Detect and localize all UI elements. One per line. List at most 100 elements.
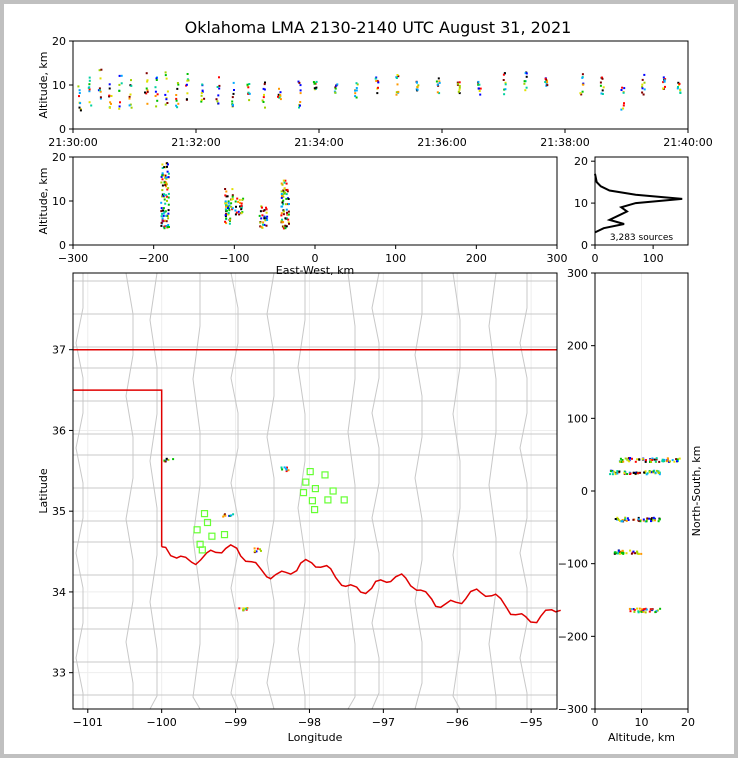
source-point — [166, 225, 169, 228]
source-point — [675, 458, 678, 461]
lma-station-marker — [311, 506, 319, 514]
source-point — [164, 93, 167, 96]
source-point — [263, 223, 266, 226]
figure: Oklahoma LMA 2130-2140 UTC August 31, 20… — [4, 4, 734, 754]
source-point — [225, 190, 228, 193]
source-point — [175, 104, 178, 107]
source-point — [478, 83, 481, 86]
source-point — [155, 79, 158, 81]
source-point — [224, 188, 227, 190]
source-point — [661, 460, 664, 463]
east-west-altitude-panel: −300 −200 −100 0 100 200 300 0 10 20 East-West, km… — [37, 151, 568, 277]
source-point — [645, 520, 648, 523]
source-point — [650, 471, 653, 474]
source-point — [167, 212, 170, 215]
source-point — [165, 225, 168, 227]
source-point — [334, 91, 337, 94]
source-point — [624, 457, 627, 460]
source-point — [167, 187, 170, 190]
source-point — [283, 466, 286, 469]
source-point — [625, 552, 628, 555]
source-point — [165, 457, 168, 460]
source-point — [288, 203, 290, 205]
source-point — [671, 459, 674, 462]
source-point — [156, 93, 159, 96]
x-tick-label: 10 — [635, 716, 649, 729]
x-axis-label: East-West, km — [276, 264, 354, 277]
source-point — [599, 84, 602, 87]
source-point — [263, 83, 266, 86]
source-point — [165, 182, 168, 185]
source-point — [247, 86, 250, 89]
source-point — [355, 82, 358, 85]
source-point — [231, 188, 234, 191]
source-point — [643, 73, 646, 76]
source-point — [417, 84, 420, 87]
source-point — [622, 460, 625, 463]
source-point — [224, 514, 227, 517]
source-point — [161, 178, 164, 181]
source-point — [231, 195, 234, 198]
source-point — [161, 172, 164, 175]
source-point — [502, 73, 505, 76]
source-point — [279, 95, 282, 98]
source-point — [167, 196, 170, 199]
x-tick-label: 21:36:00 — [417, 136, 466, 149]
source-point — [163, 459, 166, 462]
source-point — [165, 214, 168, 217]
source-point — [90, 104, 93, 107]
source-point — [287, 210, 290, 213]
source-point — [285, 208, 288, 211]
source-point — [242, 197, 245, 200]
source-point — [650, 461, 653, 463]
source-point — [229, 219, 231, 222]
x-tick-label: 0 — [592, 252, 599, 265]
source-point — [651, 457, 654, 460]
x-tick-label: −95 — [520, 716, 543, 729]
source-point — [165, 195, 168, 198]
source-point — [88, 76, 91, 79]
source-point — [397, 75, 400, 78]
source-point — [215, 98, 218, 101]
source-point — [544, 77, 547, 80]
source-point — [234, 200, 237, 203]
source-point — [525, 72, 528, 75]
x-tick-label: 21:34:00 — [294, 136, 343, 149]
source-point — [264, 216, 267, 219]
source-point — [637, 518, 640, 521]
source-point — [545, 82, 548, 85]
source-point — [186, 79, 189, 82]
source-point — [282, 221, 285, 224]
lma-station-marker — [311, 485, 319, 493]
source-point — [624, 516, 627, 519]
source-point — [201, 89, 204, 92]
source-point — [224, 202, 227, 205]
source-point — [664, 85, 666, 88]
x-tick-label: 100 — [385, 252, 406, 265]
source-point — [523, 82, 526, 85]
source-point — [641, 87, 644, 90]
source-point — [161, 217, 164, 220]
source-point — [619, 460, 622, 463]
source-point — [217, 94, 220, 97]
source-point — [176, 106, 179, 109]
source-point — [625, 519, 628, 522]
source-point — [617, 549, 620, 552]
source-point — [477, 80, 480, 83]
source-point — [167, 203, 170, 206]
source-point — [525, 75, 528, 78]
source-point — [284, 191, 287, 194]
source-point — [165, 220, 168, 223]
source-point — [167, 458, 170, 461]
source-point — [240, 202, 243, 205]
source-point — [397, 90, 400, 93]
source-point — [503, 93, 506, 96]
source-point — [164, 103, 167, 106]
source-point — [79, 109, 82, 112]
source-point — [374, 77, 377, 80]
source-point — [639, 471, 641, 474]
source-point — [624, 518, 627, 521]
source-point — [241, 198, 244, 201]
source-point — [166, 199, 168, 202]
source-point — [218, 87, 221, 90]
